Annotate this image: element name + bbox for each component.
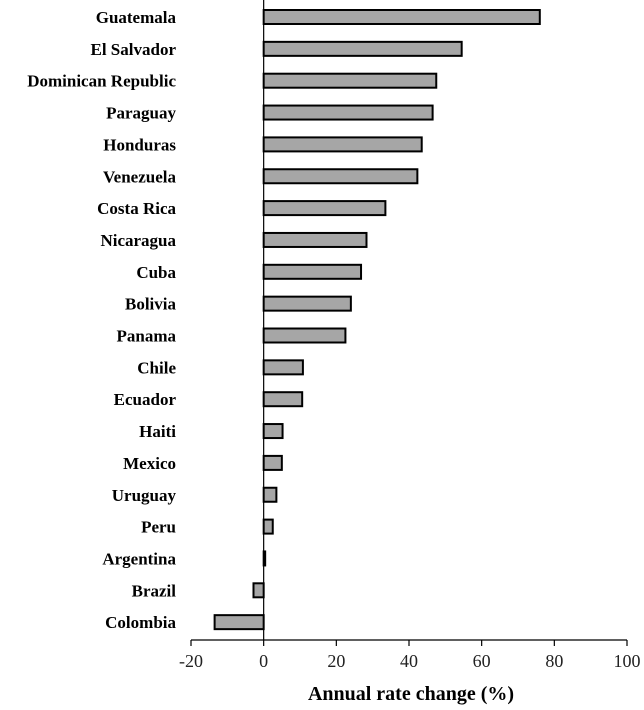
x-tick-label: 40 [400,651,418,671]
category-label: Paraguay [106,104,176,123]
category-label: Colombia [105,613,176,632]
bar-guatemala [262,9,541,25]
category-label: Costa Rica [97,199,176,218]
bar-panama [262,327,347,344]
category-label: Haiti [139,422,176,441]
category-label: Bolivia [125,295,177,314]
bar-peru [262,518,274,535]
bar-honduras [262,136,423,153]
category-label: Uruguay [112,486,177,505]
x-tick-label: 100 [614,651,641,671]
category-label: Cuba [136,263,176,282]
bar-haiti [262,423,284,440]
x-tick-label: 0 [259,651,268,671]
x-tick-label: 20 [327,651,345,671]
bar-bolivia [262,295,352,312]
x-tick-label: -20 [179,651,203,671]
bar-dominican-republic [262,72,438,89]
x-tick-label: 60 [473,651,491,671]
category-label: El Salvador [91,40,177,59]
x-axis-ticks: -20 0 20 40 60 80 100 [179,640,641,671]
bar-costa-rica [262,200,387,217]
bar-mexico [262,454,283,471]
bar-cuba [262,263,363,280]
bar-ecuador [262,391,304,408]
category-label: Nicaragua [100,231,176,250]
bar-brazil [252,582,265,599]
category-label: Mexico [123,454,176,473]
category-label: Ecuador [114,390,177,409]
category-label: Honduras [103,135,176,154]
bar-chile [262,359,304,376]
bar-colombia [213,614,265,631]
bar-venezuela [262,168,419,185]
x-tick-label: 80 [545,651,563,671]
category-labels: Guatemala El Salvador Dominican Republic Pa… [27,8,176,632]
category-label: Chile [137,358,176,377]
category-label: Brazil [132,581,177,600]
category-label: Dominican Republic [27,72,176,91]
x-axis-title: Annual rate change (%) [308,683,514,705]
bar-paraguay [262,104,434,121]
bar-el-salvador [262,40,463,57]
category-label: Venezuela [103,167,177,186]
category-label: Panama [117,327,177,346]
bar-nicaragua [262,231,368,248]
bar-uruguay [262,486,278,503]
category-label: Guatemala [96,8,177,27]
category-label: Argentina [102,549,176,568]
category-label: Peru [141,518,176,537]
